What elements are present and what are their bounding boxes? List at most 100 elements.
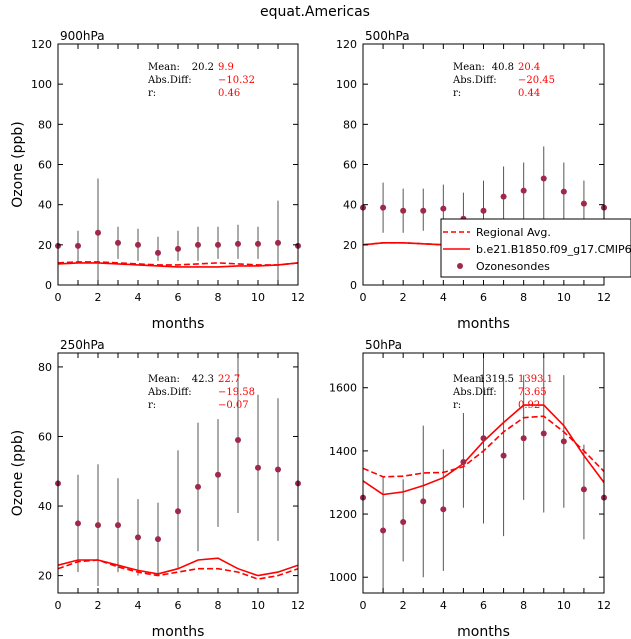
y-tick-label: 100: [31, 78, 52, 91]
obs-point: [235, 240, 241, 247]
stats-label: Mean:: [453, 62, 485, 73]
x-tick-label: 2: [400, 291, 407, 304]
obs-point: [275, 466, 281, 473]
y-tick-label: 60: [343, 159, 357, 172]
obs-point: [215, 471, 221, 478]
y-tick-label: 60: [38, 430, 52, 443]
stats-label: Abs.Diff:: [452, 75, 497, 86]
stats-model-value: −0.07: [218, 400, 249, 411]
stats-label: Mean:: [453, 374, 485, 385]
x-tick-label: 8: [215, 599, 222, 612]
y-tick-label: 60: [38, 159, 52, 172]
x-tick-label: 4: [135, 599, 142, 612]
y-tick-label: 20: [343, 239, 357, 252]
obs-point: [195, 241, 201, 248]
obs-point: [500, 452, 507, 459]
x-tick-label: 6: [480, 599, 487, 612]
obs-point: [400, 518, 407, 525]
x-tick-label: 6: [175, 291, 182, 304]
y-axis-label: Ozone (ppb): [10, 430, 26, 516]
obs-point: [420, 207, 427, 214]
stats-label: Mean:: [148, 62, 180, 73]
y-tick-label: 40: [343, 199, 357, 212]
obs-point: [235, 436, 241, 443]
y-tick-label: 0: [45, 279, 52, 292]
stats-model-value: 1393.1: [518, 374, 553, 385]
y-axis-label: Ozone (ppb): [10, 121, 26, 207]
stats-model-value: −19.58: [218, 387, 255, 398]
obs-point: [560, 438, 567, 445]
stats-model-value: 20.4: [518, 62, 540, 73]
y-tick-label: 40: [38, 199, 52, 212]
obs-point: [540, 175, 547, 182]
x-axis-label: months: [457, 624, 510, 639]
panel-500hPa: 0 2 4 6 8 10 12020406080100120500hPamonthsMean…: [336, 29, 611, 332]
obs-point: [460, 458, 467, 465]
x-axis-label: months: [457, 316, 510, 332]
x-tick-label: 0: [55, 599, 62, 612]
x-tick-label: 2: [95, 599, 102, 612]
legend-item-regional-avg: Regional Avg.: [476, 226, 551, 239]
panel-label: 500hPa: [365, 29, 410, 43]
x-tick-label: 4: [440, 599, 447, 612]
obs-point: [580, 200, 587, 207]
x-tick-label: 6: [480, 291, 487, 304]
panel-50hPa: 0 2 4 6 8 10 12 1000 1200 1400 1600 50hPa months Mean…: [329, 338, 611, 639]
obs-point: [155, 249, 161, 256]
stats-label: Abs.Diff:: [147, 75, 192, 86]
y-tick-label: 1400: [329, 445, 357, 458]
y-tick-label: 120: [336, 38, 357, 51]
series-line-regional-avg: [58, 261, 298, 266]
stats-model-value: 9.9: [218, 62, 234, 73]
obs-point: [440, 205, 447, 212]
y-tick-label: 100: [336, 78, 357, 91]
stats-obs-value: 20.2: [192, 62, 214, 73]
obs-point: [135, 534, 141, 541]
legend: Regional Avg. b.e21.B1850.f09_g17.CMIP6-…: [440, 218, 631, 278]
obs-point: [420, 498, 427, 505]
series-line-model: [363, 404, 604, 496]
obs-point: [95, 522, 101, 529]
x-tick-label: 10: [251, 599, 265, 612]
x-tick-label: 8: [520, 291, 527, 304]
x-axis-label: months: [152, 624, 205, 639]
panel-label: 50hPa: [365, 338, 402, 352]
obs-point: [520, 187, 527, 194]
series-line-model: [58, 557, 298, 577]
obs-point: [580, 486, 587, 493]
x-tick-label: 6: [175, 599, 182, 612]
x-tick-label: 12: [291, 599, 305, 612]
series-line-model: [58, 262, 298, 268]
obs-point: [115, 239, 121, 246]
stats-model-value: 0.44: [518, 88, 540, 99]
stats-model-value: −10.32: [218, 75, 255, 86]
obs-point: [540, 430, 547, 437]
x-tick-label: 10: [251, 291, 265, 304]
obs-point: [215, 241, 221, 248]
stats-label: r:: [453, 88, 461, 99]
panel-label: 250hPa: [60, 338, 105, 352]
x-tick-label: 2: [400, 599, 407, 612]
y-tick-label: 0: [350, 279, 357, 292]
obs-point: [75, 242, 81, 249]
legend-item-ozonesondes: Ozonesondes: [476, 260, 550, 273]
panel-250hPa: 0 2 4 6 8 10 12 20 40 60 80 250hPa months Ozone (ppb)…: [10, 338, 305, 639]
x-tick-label: 12: [291, 291, 305, 304]
obs-point: [480, 207, 487, 214]
y-tick-label: 80: [38, 118, 52, 131]
panel-label: 900hPa: [60, 29, 105, 43]
obs-point: [500, 193, 507, 200]
stats-model-value: 22.7: [218, 374, 240, 385]
y-tick-label: 20: [38, 570, 52, 583]
stats-obs-value: 42.3: [192, 374, 214, 385]
x-tick-label: 8: [215, 291, 222, 304]
obs-point: [135, 241, 141, 248]
y-tick-label: 40: [38, 500, 52, 513]
series-line-regional-avg: [363, 415, 604, 478]
stats-label: Abs.Diff:: [147, 387, 192, 398]
x-tick-label: 10: [557, 599, 571, 612]
y-tick-label: 80: [343, 118, 357, 131]
obs-point: [380, 204, 387, 211]
stats-obs-value: 1319.5: [479, 374, 514, 385]
